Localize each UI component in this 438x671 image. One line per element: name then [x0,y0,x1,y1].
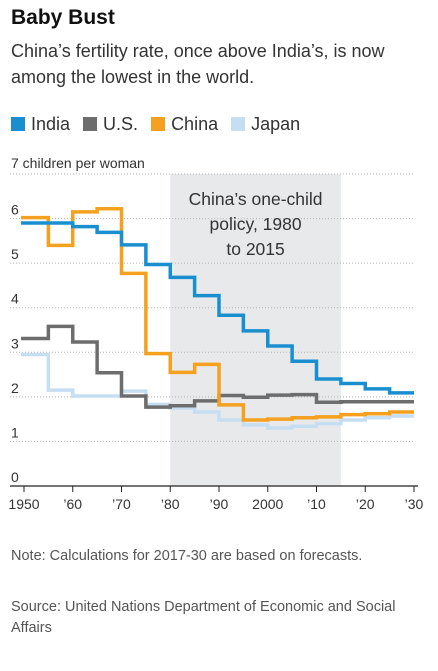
x-tick-label: ’10 [307,496,326,512]
y-tick-label: 6 [11,202,19,218]
x-tick-label: ’80 [161,496,180,512]
x-tick-label: 2000 [252,496,283,512]
highlight-label-line: policy, 1980 [210,214,302,234]
x-tick-label: ’60 [63,496,82,512]
legend-swatch-china [151,117,166,131]
y-tick-label: 2 [11,380,19,396]
fertility-rate-chart: China’s one-child policy, 1980 to 2015 0 1 2… [8,155,424,512]
gridlines [10,173,414,442]
legend-swatch-us [83,117,98,131]
legend-swatch-japan [231,117,246,131]
y-tick-labels: 0 1 2 3 4 5 6 [11,202,19,485]
y-tick-label: 1 [11,424,19,440]
chart-source: Source: United Nations Department of Eco… [11,599,396,636]
legend-swatch-india [11,117,25,131]
x-tick-label: ’90 [210,496,229,512]
chart-note: Note: Calculations for 2017-30 are based… [11,548,363,564]
x-tick-label: ’30 [405,496,424,512]
highlight-label-line: China’s one-child [189,189,323,209]
x-tick-label: 1950 [8,496,39,512]
legend-label-india: India [31,113,71,134]
legend-item-japan: Japan [231,114,300,135]
x-axis: 1950 ’60 ’70 ’80 ’90 2000 ’10 ’20 ’30 [8,485,424,512]
chart-title: Baby Bust [11,6,115,29]
y-tick-label: 0 [11,469,19,485]
legend-label-us: U.S. [103,113,139,134]
x-tick-label: ’20 [356,496,375,512]
y-axis-label: 7 children per woman [11,155,145,171]
x-tick-label: ’70 [112,496,131,512]
series-line-india [21,221,414,395]
highlight-label-line: to 2015 [226,239,284,259]
y-tick-label: 5 [11,246,19,262]
legend-item-china: China [151,114,218,135]
y-tick-label: 4 [11,291,19,307]
chart-subtitle: China’s fertility rate, once above India… [11,41,385,87]
legend-item-us: U.S. [83,114,138,135]
series-lines [21,207,414,430]
y-tick-label: 3 [11,335,19,351]
legend-item-india: India [11,114,70,135]
legend-label-china: China [171,113,219,134]
one-child-policy-label: China’s one-child policy, 1980 to 2015 [189,189,323,259]
series-line-china [21,207,414,422]
legend-label-japan: Japan [251,113,301,134]
series-line-japan [21,352,414,430]
series-line-us [21,324,414,409]
legend: India U.S. China Japan [11,112,313,136]
